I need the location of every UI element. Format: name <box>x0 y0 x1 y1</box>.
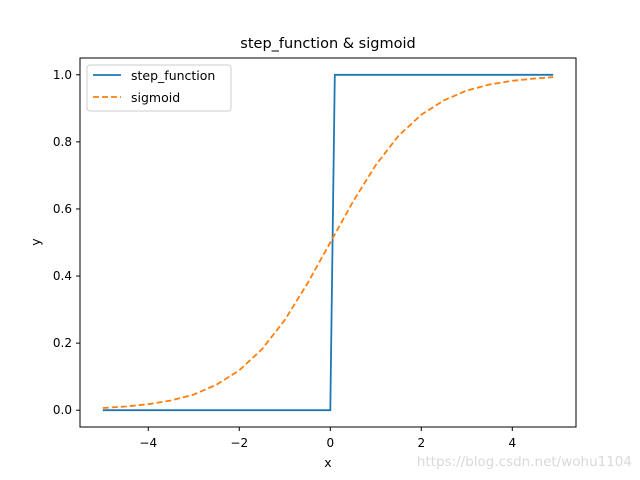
series-line-sigmoid <box>102 76 554 409</box>
x-tick-label: −4 <box>139 436 157 450</box>
legend-box <box>86 64 232 112</box>
chart-title: step_function & sigmoid <box>240 36 415 52</box>
plot-lines <box>102 73 554 412</box>
y-tick-label: 1.0 <box>53 68 72 82</box>
plot-frame <box>79 57 577 428</box>
x-axis-label: x <box>324 455 331 470</box>
watermark: https://blog.csdn.net/wohu1104 <box>417 454 632 470</box>
legend-label-sigmoid: sigmoid <box>131 90 180 105</box>
y-tick-label: 0.2 <box>53 336 72 350</box>
y-tick-label: 0.4 <box>53 269 72 283</box>
y-axis-label: y <box>28 238 43 246</box>
y-tick-label: 0.6 <box>53 202 72 216</box>
x-axis-ticks: −4 −2 0 2 4 <box>139 427 516 450</box>
x-tick-label: 4 <box>508 436 516 450</box>
y-tick-label: 0.0 <box>53 403 72 417</box>
y-axis-ticks: 0.0 0.2 0.4 0.6 0.8 1.0 <box>53 68 80 417</box>
y-tick-label: 0.8 <box>53 135 72 149</box>
x-tick-label: 2 <box>417 436 425 450</box>
series-line-step-function <box>102 73 554 412</box>
x-tick-label: −2 <box>230 436 248 450</box>
legend-label-step-function: step_function <box>131 68 215 83</box>
legend: step_function sigmoid <box>86 64 232 112</box>
x-tick-label: 0 <box>326 436 334 450</box>
